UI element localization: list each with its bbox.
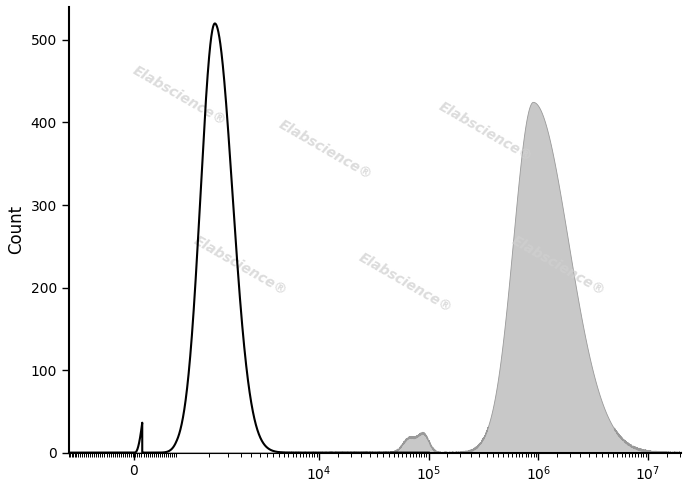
- Text: Elabscience®: Elabscience®: [191, 233, 290, 298]
- Text: Elabscience®: Elabscience®: [356, 251, 455, 316]
- Text: Elabscience®: Elabscience®: [436, 99, 535, 164]
- Text: Elabscience®: Elabscience®: [509, 233, 608, 298]
- Text: Elabscience®: Elabscience®: [277, 117, 375, 182]
- Y-axis label: Count: Count: [7, 205, 25, 254]
- Text: Elabscience®: Elabscience®: [130, 64, 228, 128]
